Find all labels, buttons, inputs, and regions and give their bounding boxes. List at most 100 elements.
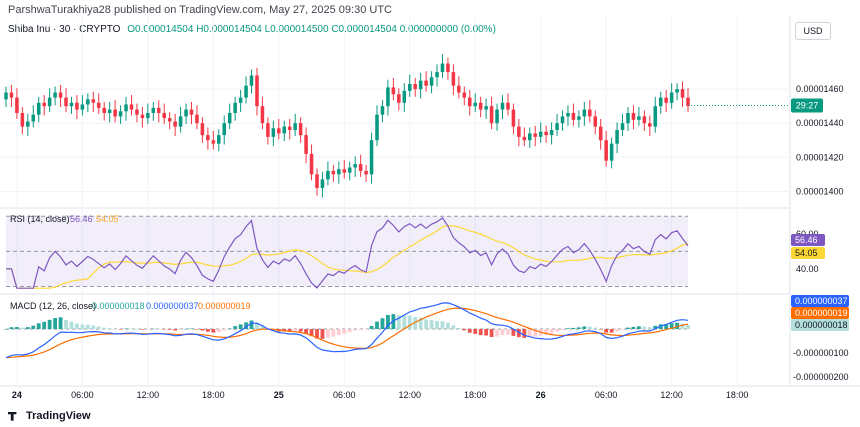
macd-title-value: 0.000000019 [198, 301, 251, 311]
symbol-name[interactable]: Shiba Inu · 30 · CRYPTO [8, 24, 121, 35]
macd-histogram-bar [440, 321, 445, 330]
macd-histogram-bar [642, 326, 647, 330]
macd-histogram-bar [451, 325, 456, 330]
macd-title: MACD (12, 26, close) [10, 301, 96, 311]
macd-histogram-bar [582, 326, 587, 330]
candle-body [506, 102, 510, 110]
candle-body [315, 174, 319, 188]
macd-histogram-bar [173, 329, 178, 331]
macd-histogram-bar [516, 329, 521, 338]
macd-histogram-bar [446, 322, 450, 330]
macd-line [5, 302, 689, 359]
candle-body [129, 104, 134, 110]
tradingview-brand: TradingView [26, 410, 91, 422]
candle-body [620, 123, 625, 131]
candle-body [473, 102, 477, 107]
macd-histogram-bar [396, 315, 401, 330]
macd-histogram-bar [620, 329, 625, 330]
symbol-legend: Shiba Inu · 30 · CRYPTO O0.000014504 H0.… [8, 24, 496, 35]
candle-body [31, 114, 36, 122]
macd-histogram-bar [189, 328, 194, 330]
macd-histogram-bar [184, 328, 188, 330]
macd-histogram-bar [4, 329, 8, 330]
price-tick-label: 0.00001400 [796, 186, 844, 196]
macd-histogram-bar [53, 318, 58, 330]
candle-body [604, 140, 608, 161]
candle-body [544, 131, 548, 136]
macd-histogram-bar [102, 327, 107, 330]
macd-histogram-bar [293, 329, 298, 332]
macd-histogram-bar [178, 329, 183, 330]
macd-histogram-bar [456, 327, 461, 330]
candle-body [162, 112, 166, 119]
macd-last-badge [791, 295, 849, 307]
x-tick-label: 24 [12, 390, 22, 400]
candle-body [588, 109, 592, 117]
candle-body [146, 112, 150, 119]
macd-histogram-bar [260, 325, 265, 330]
macd-histogram-bar [211, 329, 216, 333]
candle-body [669, 92, 674, 103]
macd-histogram-bar [342, 329, 347, 334]
candle-body [358, 164, 363, 171]
macd-histogram-bar [369, 326, 374, 330]
macd-histogram-bar [36, 323, 41, 330]
candle-body [36, 102, 41, 115]
candle-body [407, 84, 412, 91]
candle-body [528, 133, 532, 141]
candle-body [86, 99, 90, 105]
price-tick-label: 0.00001420 [796, 152, 844, 162]
macd-histogram-bar [222, 329, 227, 331]
macd-histogram-bar [462, 329, 467, 331]
candle-body [42, 102, 46, 107]
macd-histogram-bar [506, 329, 510, 335]
macd-histogram-bar [91, 325, 96, 330]
candle-body [680, 89, 685, 98]
candle-body [686, 97, 690, 107]
candle-body [653, 106, 658, 127]
candle-body [47, 97, 52, 107]
candle-body [266, 123, 270, 137]
candle-body [451, 72, 456, 86]
macd-histogram-bar [255, 322, 259, 330]
macd-histogram-bar [664, 324, 669, 330]
macd-histogram-bar [598, 329, 603, 330]
macd-histogram-bar [495, 329, 499, 337]
candle-body [15, 97, 19, 113]
currency-button[interactable]: USD [795, 22, 831, 40]
candle-body [4, 92, 8, 100]
candle-body [337, 169, 341, 175]
candle-body [664, 97, 668, 103]
candle-body [500, 102, 505, 110]
macd-histogram-bar [238, 324, 243, 330]
macd-histogram-bar [604, 329, 609, 333]
macd-histogram-bar [124, 328, 128, 330]
candle-body [173, 121, 177, 127]
macd-histogram-bar [75, 323, 79, 330]
macd-histogram-bar [331, 329, 336, 337]
price-tick-label: 0.00001440 [796, 118, 844, 128]
macd-histogram-bar [653, 325, 658, 330]
candle-body [429, 77, 434, 86]
macd-histogram-bar [58, 317, 63, 330]
rsi-title: RSI (14, close) [10, 214, 70, 224]
macd-histogram-bar [576, 327, 581, 330]
macd-histogram-bar [353, 329, 358, 331]
candle-body [631, 112, 636, 120]
candle-body [249, 75, 254, 86]
x-tick-label: 26 [536, 390, 546, 400]
x-tick-label: 12:00 [137, 390, 160, 400]
candle-body [560, 116, 565, 124]
candle-body [522, 136, 527, 141]
macd-histogram-bar [500, 329, 505, 336]
macd-histogram-bar [647, 327, 652, 330]
candle-body [538, 131, 543, 137]
candle-body [517, 126, 521, 137]
rsi-pane: RSI (14, close) 56.46 54.05 [6, 214, 689, 289]
candle-body [648, 123, 652, 127]
macd-histogram-bar [636, 326, 641, 330]
candle-body [304, 135, 308, 154]
candle-body [495, 109, 499, 124]
candle-body [178, 116, 183, 127]
